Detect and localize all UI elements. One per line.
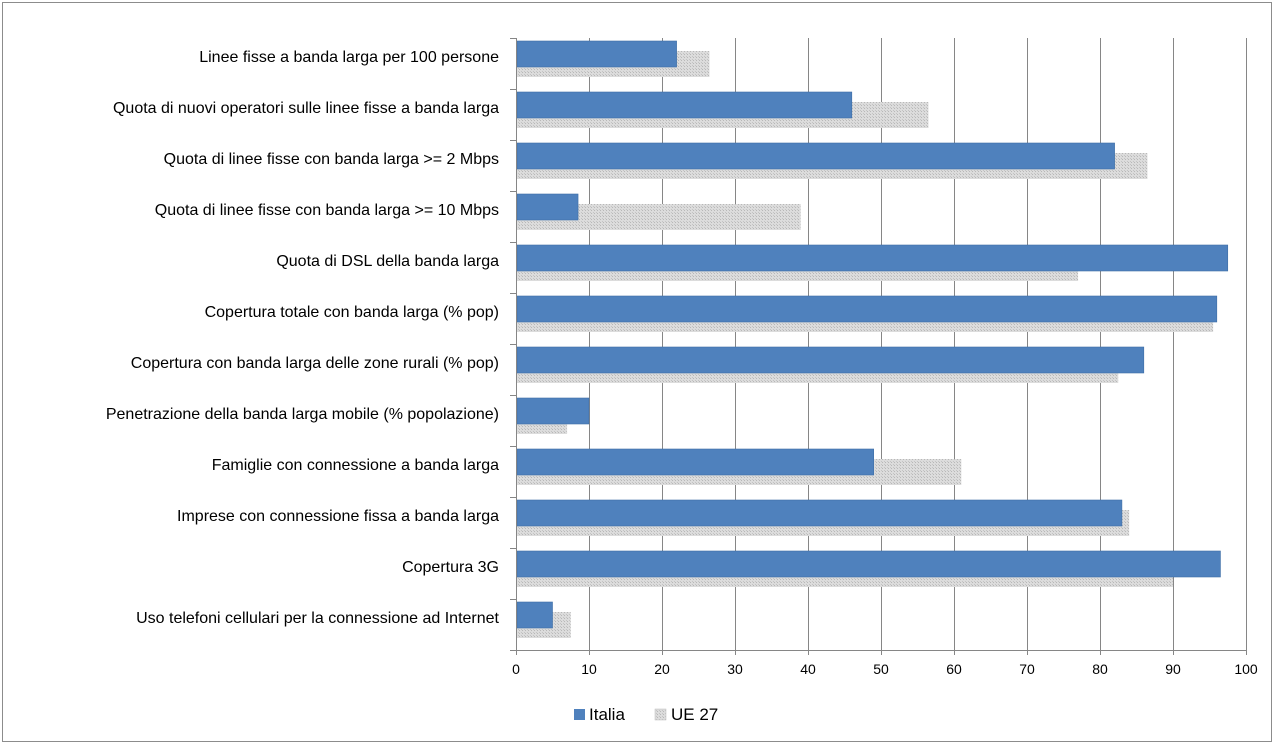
bar-chart: Linee fisse a banda larga per 100 person… <box>106 38 1258 724</box>
category-label: Quota di nuovi operatori sulle linee fis… <box>113 100 499 117</box>
bar-italia <box>516 550 1221 578</box>
x-tick-label: 0 <box>512 661 520 677</box>
category-label: Copertura totale con banda larga (% pop) <box>205 304 499 321</box>
bar-italia <box>516 142 1115 170</box>
x-tick-label: 60 <box>946 661 962 677</box>
category-labels: Linee fisse a banda larga per 100 person… <box>106 49 500 627</box>
axes <box>510 38 1247 655</box>
category-label: Copertura 3G <box>402 559 499 576</box>
x-tick-label: 70 <box>1019 661 1035 677</box>
legend-swatch-ue27 <box>654 708 667 721</box>
legend-label-ue27: UE 27 <box>671 705 718 724</box>
legend-swatch-italia <box>574 709 585 720</box>
gridlines <box>589 38 1247 650</box>
x-tick-label: 10 <box>581 661 597 677</box>
category-label: Quota di linee fisse con banda larga >= … <box>155 202 499 219</box>
bar-italia <box>516 346 1145 374</box>
x-tick-label: 30 <box>727 661 743 677</box>
category-label: Penetrazione della banda larga mobile (%… <box>106 406 499 423</box>
bar-italia <box>516 244 1229 272</box>
x-tick-label: 50 <box>873 661 889 677</box>
bar-italia <box>516 295 1218 323</box>
bar-italia <box>516 601 553 629</box>
category-label: Copertura con banda larga delle zone rur… <box>131 355 499 372</box>
x-tick-label: 90 <box>1165 661 1181 677</box>
bars <box>516 40 1229 638</box>
x-tick-labels: 0 10 20 30 40 50 60 70 80 90 100 <box>512 661 1258 677</box>
bar-italia <box>516 91 853 119</box>
x-tick-label: 80 <box>1092 661 1108 677</box>
bar-italia <box>516 193 579 221</box>
category-label: Imprese con connessione fissa a banda la… <box>177 508 499 525</box>
x-tick-label: 20 <box>654 661 670 677</box>
bar-italia <box>516 448 875 476</box>
category-label: Famiglie con connessione a banda larga <box>212 457 499 474</box>
bar-italia <box>516 40 677 68</box>
legend-label-italia: Italia <box>589 705 625 724</box>
bar-italia <box>516 397 590 425</box>
bar-italia <box>516 499 1123 527</box>
category-label: Quota di linee fisse con banda larga >= … <box>164 151 499 168</box>
legend: Italia UE 27 <box>574 705 718 724</box>
category-label: Uso telefoni cellulari per la connession… <box>136 610 499 627</box>
category-label: Quota di DSL della banda larga <box>276 253 499 270</box>
x-tick-label: 100 <box>1234 661 1258 677</box>
category-label: Linee fisse a banda larga per 100 person… <box>199 49 499 66</box>
x-tick-label: 40 <box>800 661 816 677</box>
